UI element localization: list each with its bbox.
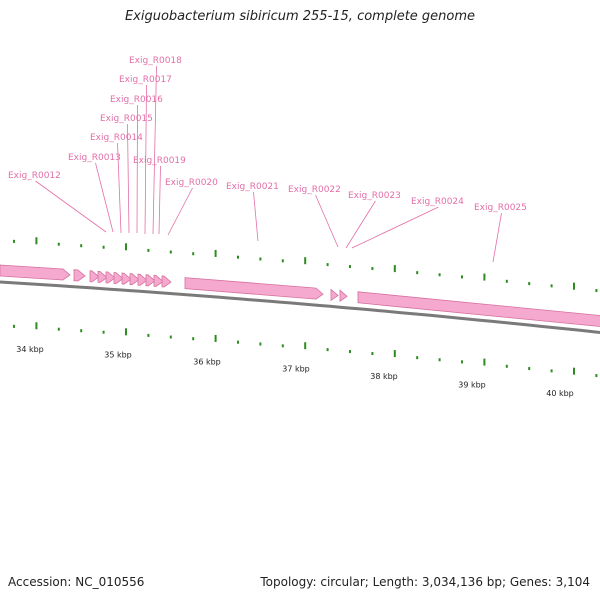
gene-label-exig-r0025: Exig_R0025 bbox=[474, 203, 527, 213]
gene-label-exig-r0024: Exig_R0024 bbox=[411, 197, 464, 207]
gene-label-exig-r0023: Exig_R0023 bbox=[348, 191, 401, 201]
gene-arrow-small-6 bbox=[129, 273, 140, 286]
gene-label-exig-r0016: Exig_R0016 bbox=[110, 95, 163, 105]
gene-arrow-exig-r0012 bbox=[0, 264, 71, 281]
gene-label-exig-r0019: Exig_R0019 bbox=[133, 156, 186, 166]
feature-track bbox=[0, 264, 600, 327]
gene-arrow-exig-r0023 bbox=[339, 289, 348, 302]
axis-tick-label: 38 kbp bbox=[370, 372, 398, 381]
leader-line-exig-r0012 bbox=[35, 180, 107, 233]
gene-label-exig-r0020: Exig_R0020 bbox=[165, 178, 218, 188]
axis-tick-label: 34 kbp bbox=[16, 345, 44, 354]
leader-line-exig-r0017 bbox=[144, 84, 147, 235]
gc-skew-lower-track bbox=[13, 322, 598, 378]
axis-tick-label: 39 kbp bbox=[458, 380, 486, 389]
gene-arrow-exig-r0021 bbox=[184, 277, 324, 300]
gene-label-exig-r0015: Exig_R0015 bbox=[100, 114, 153, 124]
leader-line-exig-r0020 bbox=[167, 187, 193, 236]
genome-backbone bbox=[0, 280, 600, 334]
gene-arrow-small-2 bbox=[97, 270, 108, 283]
gene-arrow-small-1 bbox=[89, 270, 100, 283]
gene-arrow-small-7 bbox=[137, 273, 148, 286]
leader-line-exig-r0022 bbox=[315, 194, 339, 248]
gene-arrow-small-9 bbox=[153, 274, 164, 287]
axis-tick-label: 37 kbp bbox=[282, 364, 310, 373]
gene-label-exig-r0018: Exig_R0018 bbox=[129, 56, 182, 66]
gene-arrow-small-8 bbox=[145, 274, 156, 287]
leader-line-exig-r0014 bbox=[117, 142, 122, 234]
leader-line-exig-r0021 bbox=[253, 191, 259, 242]
gene-arrow-small-4 bbox=[113, 272, 124, 285]
axis-tick-label: 36 kbp bbox=[193, 357, 221, 366]
gene-label-exig-r0021: Exig_R0021 bbox=[226, 182, 279, 192]
axis-tick-label: 35 kbp bbox=[104, 351, 132, 360]
leader-line-exig-r0025 bbox=[492, 212, 502, 263]
gene-arrow-small-5 bbox=[121, 272, 132, 285]
gene-label-exig-r0013: Exig_R0013 bbox=[68, 153, 121, 163]
gene-arrow-exig-r0025 bbox=[357, 291, 600, 327]
leader-line-exig-r0023 bbox=[345, 200, 376, 249]
gene-label-exig-r0012: Exig_R0012 bbox=[8, 171, 61, 181]
leader-line-exig-r0019 bbox=[158, 165, 161, 235]
axis-tick-label: 40 kbp bbox=[546, 389, 574, 398]
leader-line-exig-r0018 bbox=[152, 65, 157, 235]
leader-line-exig-r0016 bbox=[136, 104, 138, 234]
leader-line-exig-r0015 bbox=[127, 123, 130, 234]
gene-label-exig-r0014: Exig_R0014 bbox=[90, 133, 143, 143]
backbone-line bbox=[0, 280, 600, 334]
gene-arrow-small-10 bbox=[161, 275, 172, 288]
axis-ticks: 34 kbp 35 kbp 36 kbp 37 kbp 38 kbp 39 kbp 40 k… bbox=[16, 345, 574, 398]
leader-line-exig-r0013 bbox=[95, 162, 114, 233]
gene-label-exig-r0022: Exig_R0022 bbox=[288, 185, 341, 195]
genome-summary-text: Topology: circular; Length: 3,034,136 bp… bbox=[260, 575, 590, 589]
gene-arrow-exig-r0022 bbox=[330, 288, 339, 302]
map-title: Exiguobacterium sibiricum 255-15, comple… bbox=[124, 9, 476, 24]
gene-label-exig-r0017: Exig_R0017 bbox=[119, 75, 172, 85]
leader-line-exig-r0024 bbox=[351, 206, 439, 249]
gc-skew-upper-track bbox=[13, 237, 598, 293]
accession-text: Accession: NC_010556 bbox=[8, 575, 145, 589]
gene-arrow-exig-r0013 bbox=[73, 269, 86, 282]
gene-arrow-small-3 bbox=[105, 271, 116, 284]
gene-labels: Exig_R0012 Exig_R0013 Exig_R0014 Exig_R0015… bbox=[8, 56, 527, 263]
